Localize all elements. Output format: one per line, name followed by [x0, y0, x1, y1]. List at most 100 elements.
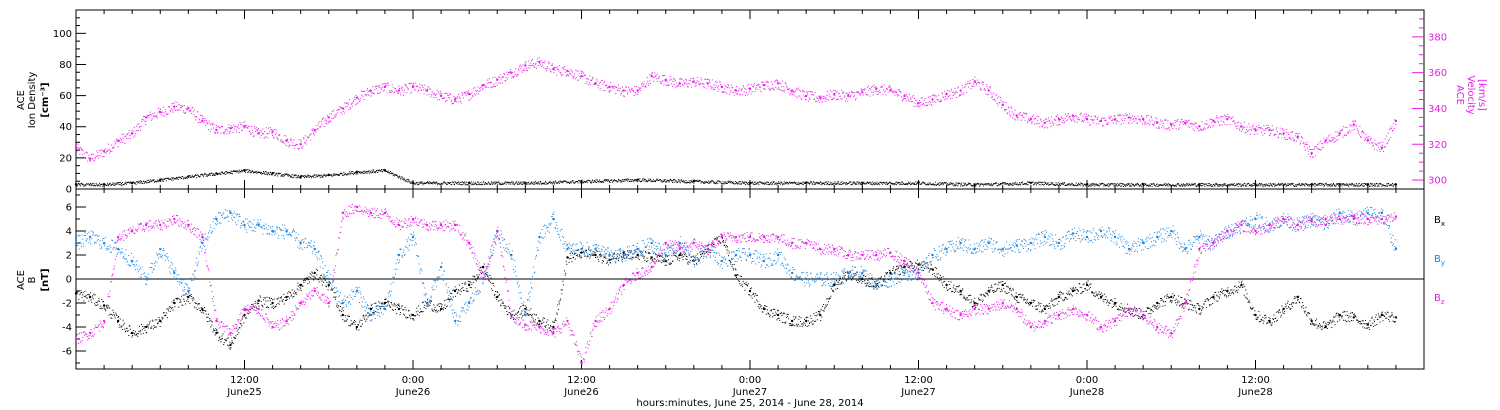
density-sample — [1303, 183, 1305, 185]
velocity-sample — [627, 92, 629, 94]
density-sample — [570, 182, 572, 184]
velocity-sample — [762, 88, 764, 90]
velocity-sample — [432, 91, 434, 93]
velocity-sample — [860, 94, 862, 96]
velocity-sample — [1101, 117, 1103, 119]
velocity-sample — [216, 126, 218, 128]
velocity-sample — [724, 88, 726, 90]
velocity-sample — [1275, 133, 1277, 135]
velocity-sample — [776, 80, 778, 82]
velocity-sample — [383, 89, 385, 91]
velocity-sample — [437, 99, 439, 101]
density-sample — [378, 169, 380, 171]
density-sample — [128, 182, 130, 184]
density-sample — [688, 181, 690, 183]
velocity-sample — [155, 116, 157, 118]
velocity-sample — [1178, 127, 1180, 129]
velocity-sample — [620, 93, 622, 95]
velocity-sample — [1255, 131, 1257, 133]
velocity-sample — [905, 98, 907, 100]
density-sample — [667, 179, 669, 181]
density-sample — [735, 182, 737, 184]
density-sample — [731, 182, 733, 184]
density-sample — [562, 180, 564, 182]
density-sample — [413, 182, 414, 184]
velocity-sample — [130, 133, 132, 135]
density-sample — [89, 184, 91, 186]
density-sample — [625, 179, 627, 181]
density-sample — [100, 184, 102, 186]
density-sample — [1028, 181, 1030, 183]
velocity-sample — [433, 92, 435, 94]
density-sample — [237, 170, 239, 172]
velocity-sample — [1336, 135, 1338, 137]
density-sample — [110, 184, 112, 186]
density-sample — [1062, 182, 1064, 184]
density-sample — [647, 179, 649, 181]
density-sample — [1232, 185, 1234, 187]
velocity-sample — [655, 76, 657, 78]
velocity-sample — [313, 131, 315, 133]
density-sample — [561, 182, 563, 184]
velocity-sample — [480, 84, 482, 86]
velocity-sample — [684, 78, 686, 80]
density-sample — [458, 183, 460, 185]
velocity-sample — [230, 125, 232, 127]
density-sample — [911, 182, 913, 184]
density-sample — [406, 179, 408, 181]
density-sample — [161, 180, 163, 182]
density-sample — [1023, 183, 1025, 185]
velocity-sample — [1339, 134, 1341, 136]
velocity-sample — [1343, 135, 1345, 137]
density-sample — [1140, 184, 1142, 186]
velocity-sample — [782, 80, 784, 82]
density-sample — [1320, 182, 1322, 184]
density-sample — [1092, 184, 1094, 186]
density-sample — [796, 183, 798, 185]
velocity-sample — [244, 121, 246, 123]
density-sample — [595, 179, 597, 181]
velocity-sample — [1277, 136, 1279, 138]
density-sample — [700, 180, 702, 182]
velocity-sample — [111, 151, 113, 153]
density-sample — [1300, 183, 1302, 185]
velocity-sample — [88, 154, 90, 156]
density-sample — [1297, 184, 1299, 186]
velocity-sample — [571, 70, 573, 72]
velocity-sample — [270, 128, 272, 130]
velocity-sample — [1121, 120, 1123, 122]
density-sample — [652, 181, 654, 183]
velocity-sample — [607, 86, 609, 88]
velocity-sample — [361, 94, 363, 96]
velocity-sample — [386, 92, 388, 94]
velocity-sample — [116, 140, 118, 142]
density-sample — [921, 181, 923, 183]
density-sample — [99, 182, 101, 184]
density-sample — [817, 183, 819, 185]
density-sample — [405, 180, 407, 182]
velocity-sample — [616, 89, 618, 91]
density-sample — [1170, 185, 1172, 187]
velocity-sample — [475, 89, 477, 91]
velocity-sample — [1281, 128, 1283, 130]
density-sample — [211, 175, 213, 177]
velocity-sample — [491, 81, 493, 83]
density-sample — [239, 172, 241, 174]
velocity-sample — [163, 112, 165, 114]
velocity-sample — [683, 83, 685, 85]
density-sample — [992, 183, 994, 185]
density-sample — [899, 183, 901, 185]
density-sample — [920, 183, 922, 185]
date-tick-label-0: June25 — [226, 387, 262, 398]
velocity-sample — [618, 87, 620, 89]
velocity-sample — [1295, 133, 1297, 135]
velocity-sample — [192, 107, 194, 109]
velocity-sample — [1205, 123, 1207, 125]
density-sample — [209, 174, 211, 176]
velocity-sample — [210, 124, 212, 126]
velocity-sample — [80, 149, 82, 151]
density-sample — [924, 182, 926, 184]
density-sample — [346, 174, 348, 176]
velocity-sample — [1118, 121, 1120, 123]
density-sample — [654, 180, 656, 182]
